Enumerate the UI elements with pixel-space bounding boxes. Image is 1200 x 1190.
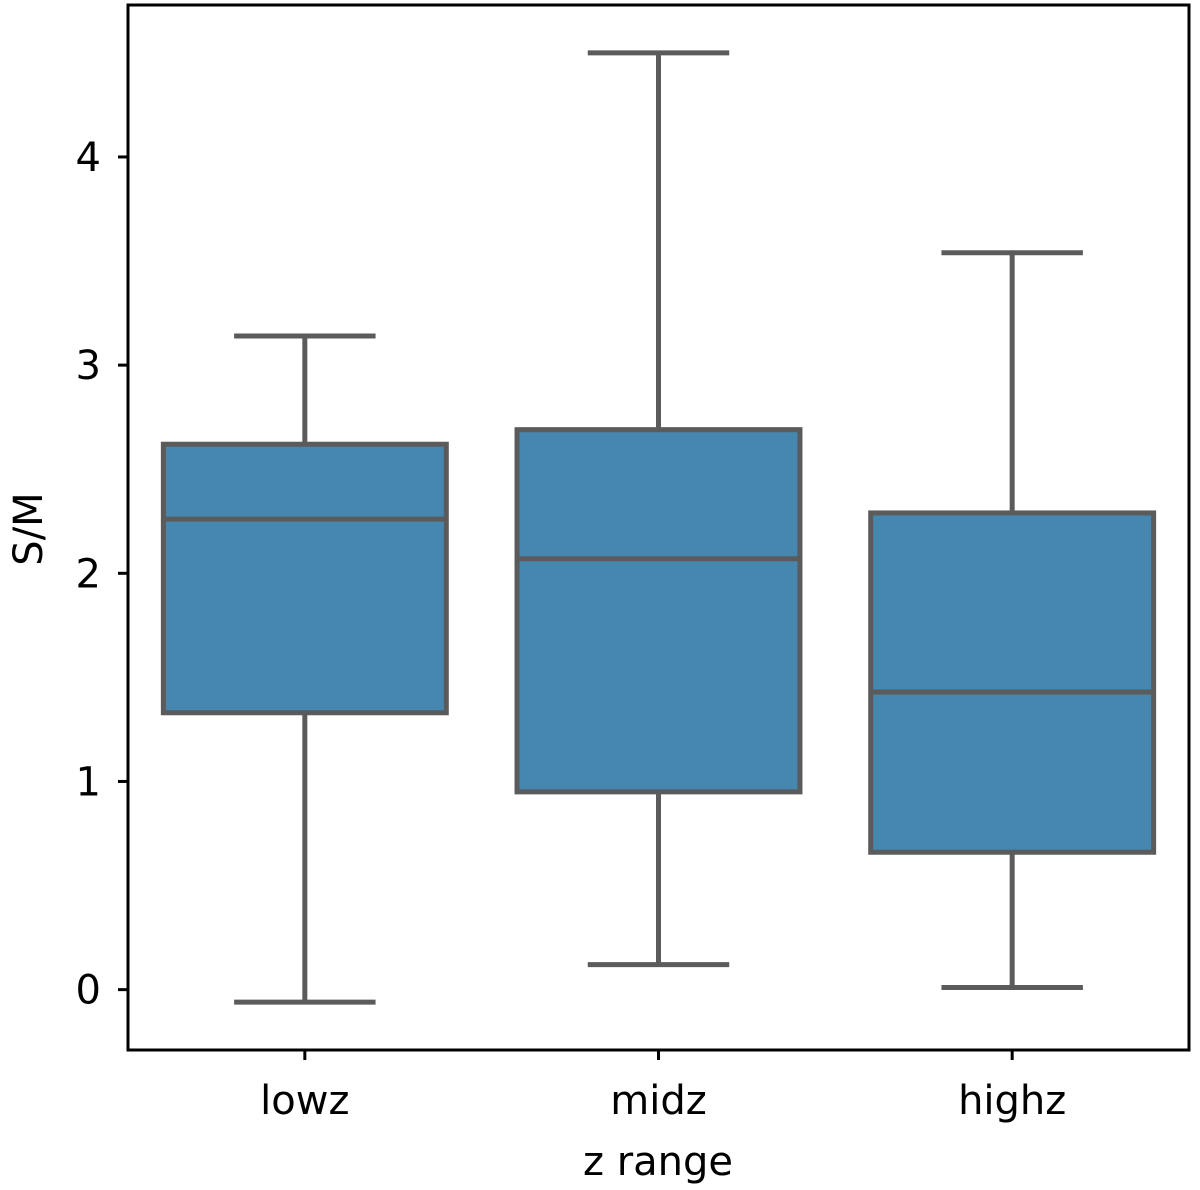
box-group-lowz — [160, 333, 449, 1005]
box-group-highz — [868, 250, 1157, 991]
box-midz — [514, 427, 803, 795]
tick-layer: lowz midz highz 0 1 2 3 4 — [76, 135, 1067, 1124]
x-tick-label-midz: midz — [610, 1078, 706, 1124]
y-tick-label-3: 3 — [76, 343, 101, 389]
x-axis-label: z range — [583, 1139, 733, 1185]
x-tick-label-highz: highz — [958, 1078, 1066, 1124]
x-tick-label-lowz: lowz — [260, 1078, 349, 1124]
box-group-midz — [514, 50, 803, 968]
y-tick-label-4: 4 — [76, 135, 101, 181]
box-lowz — [160, 441, 449, 716]
y-tick-label-2: 2 — [76, 551, 101, 597]
y-tick-label-1: 1 — [76, 759, 101, 805]
y-axis-label: S/M — [6, 492, 52, 565]
box-highz — [868, 510, 1157, 855]
y-tick-label-0: 0 — [76, 968, 101, 1014]
plot-layer — [160, 50, 1157, 1005]
